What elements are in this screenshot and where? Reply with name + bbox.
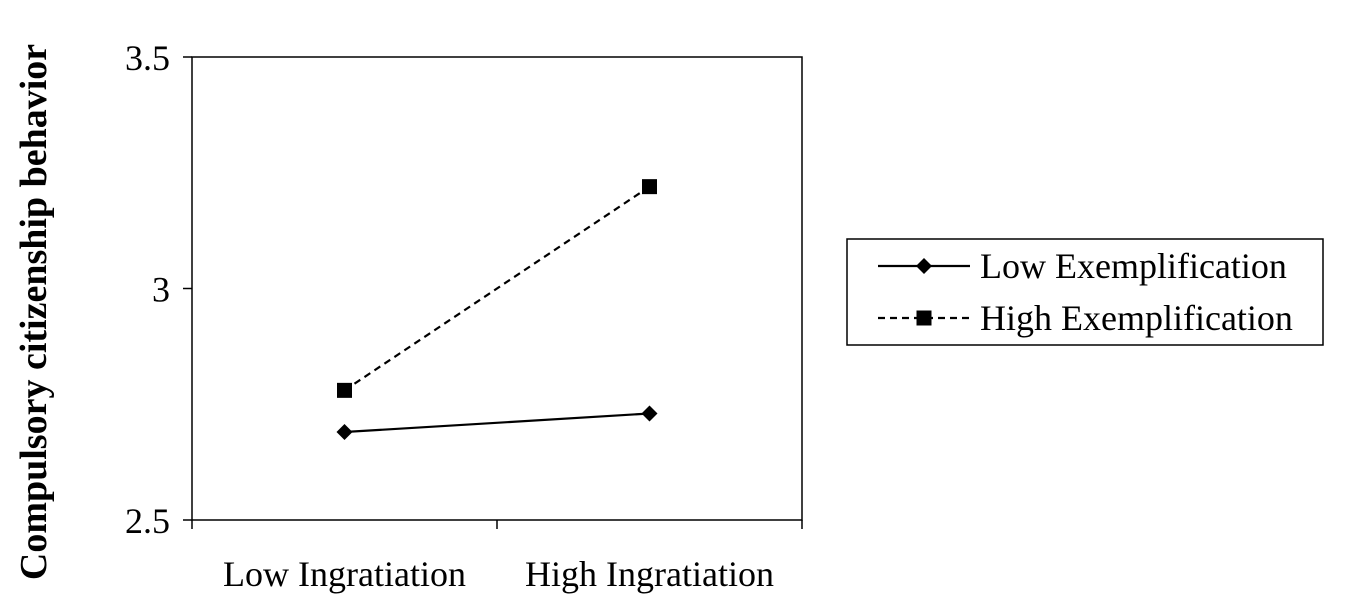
- data-point: [641, 405, 658, 422]
- series-line: [343, 185, 651, 392]
- y-tick-label: 3.5: [125, 38, 170, 78]
- legend-marker: [916, 310, 932, 326]
- legend-marker: [916, 258, 932, 274]
- y-axis: 2.5 3 3.5: [125, 38, 192, 541]
- legend-label: High Exemplification: [980, 298, 1293, 338]
- legend-box: [846, 238, 1324, 346]
- data-point: [336, 424, 353, 441]
- x-tick-label: High Ingratiation: [525, 554, 774, 594]
- series-0: [336, 405, 658, 441]
- legend: Low Exemplification High Exemplification: [846, 238, 1324, 346]
- data-point: [642, 179, 657, 195]
- y-tick-label: 2.5: [125, 501, 170, 541]
- series-layer: [336, 179, 658, 441]
- series-1: [337, 179, 657, 398]
- legend-item: High Exemplification: [878, 298, 1293, 338]
- y-axis-title: Compulsory citizenship behavior: [13, 44, 55, 580]
- y-tick-label: 3: [152, 270, 170, 310]
- series-line: [344, 412, 650, 434]
- x-axis: Low Ingratiation High Ingratiation: [191, 520, 803, 594]
- legend-label: Low Exemplification: [980, 246, 1287, 286]
- x-tick-label: Low Ingratiation: [223, 554, 466, 594]
- legend-item: Low Exemplification: [878, 246, 1287, 286]
- data-point: [337, 382, 352, 398]
